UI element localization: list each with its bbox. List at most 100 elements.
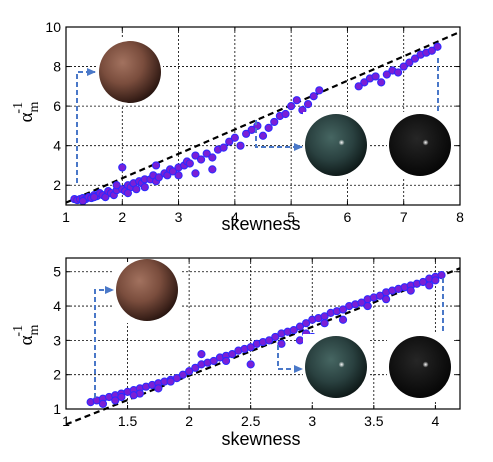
data-point (406, 286, 415, 295)
y-axis-label-superscript: -1 (11, 102, 26, 114)
y-axis-label: αm-1 (11, 101, 42, 122)
data-point (295, 336, 305, 345)
data-point (154, 173, 163, 182)
data-point (338, 315, 348, 324)
data-point (209, 356, 218, 366)
data-point (90, 192, 99, 202)
data-point (287, 102, 296, 111)
data-point (185, 367, 194, 376)
data-point (78, 196, 87, 206)
annotation-arrow (76, 68, 96, 183)
y-tick-label: 2 (53, 177, 61, 193)
data-point (117, 392, 126, 402)
data-point (375, 291, 385, 300)
data-point (399, 62, 408, 71)
data-point (219, 143, 228, 152)
annotation-arrow (277, 345, 303, 373)
data-point (309, 92, 318, 101)
svg-text:αm-1: αm-1 (11, 101, 42, 122)
y-axis-label-superscript: -1 (11, 325, 26, 337)
data-point (295, 322, 305, 331)
data-points (86, 271, 446, 408)
data-point (281, 109, 290, 119)
data-point (154, 384, 163, 393)
y-tick-label: 2 (53, 367, 61, 383)
data-point (230, 133, 239, 142)
data-point (270, 117, 279, 127)
x-tick-label: 3.5 (364, 413, 384, 429)
data-point (140, 183, 149, 192)
data-point (191, 363, 200, 372)
data-point (123, 189, 133, 198)
fit-line-segment (65, 30, 461, 204)
data-point (301, 319, 311, 328)
data-point (166, 377, 175, 386)
x-tick-label: 7 (400, 209, 408, 225)
matte-brown-sphere (97, 39, 163, 105)
x-axis-label: skewness (221, 429, 300, 449)
y-tick-label: 3 (53, 332, 61, 348)
x-axis-label: skewness (221, 214, 300, 234)
data-point (289, 325, 298, 335)
data-point (228, 349, 237, 359)
data-point (258, 131, 268, 140)
data-point (405, 58, 414, 67)
data-point (425, 281, 434, 290)
data-point (410, 54, 420, 63)
y-tick-label: 5 (53, 264, 61, 280)
data-point (98, 399, 108, 408)
data-point (320, 319, 329, 328)
svg-text:αm-1: αm-1 (11, 324, 42, 345)
x-tick-label: 8 (456, 209, 464, 225)
y-axis-label-symbol: α (16, 335, 37, 345)
data-point (225, 137, 234, 146)
fit-line (65, 30, 461, 204)
data-point (363, 301, 372, 311)
data-point (236, 141, 245, 150)
data-point (202, 149, 211, 158)
x-tick-label: 6 (344, 209, 352, 225)
data-point (174, 171, 183, 180)
data-point (242, 129, 251, 138)
y-tick-label: 1 (53, 401, 61, 417)
data-point (354, 82, 363, 91)
data-point (277, 339, 286, 348)
data-point (246, 360, 255, 369)
x-tick-label: 1.5 (118, 413, 138, 429)
tick-labels: 1 1.5 2 2.5 3 3.5 4 1 2 3 4 5 (53, 258, 460, 429)
data-point (298, 105, 307, 115)
y-tick-label: 6 (53, 98, 61, 114)
annotation-arrow (94, 286, 114, 398)
x-tick-label: 1 (62, 209, 70, 225)
plot-frame (65, 26, 461, 206)
data-point (371, 72, 380, 81)
glossy-dark-teal-sphere (303, 334, 369, 400)
glossy-black-sphere (387, 112, 453, 178)
y-axis-label-symbol: α (16, 112, 37, 122)
data-point (196, 155, 206, 164)
y-tick-label: 4 (53, 138, 61, 154)
data-point (111, 396, 120, 405)
y-tick-label: 8 (53, 59, 61, 75)
data-point (178, 370, 188, 379)
y-axis-label: αm-1 (11, 324, 42, 345)
data-point (185, 159, 194, 168)
x-tick-label: 2 (185, 413, 193, 429)
y-axis-label-subscript: m (27, 101, 42, 112)
sphere-annotations (76, 39, 453, 183)
data-point (271, 332, 280, 342)
data-point (427, 46, 436, 55)
data-point (418, 277, 428, 287)
data-point (433, 42, 442, 51)
x-tick-label: 3 (308, 413, 316, 429)
data-point (315, 86, 324, 95)
sphere-annotations (94, 257, 453, 400)
data-point (118, 163, 127, 172)
data-point (191, 169, 200, 178)
x-tick-label: 2.5 (241, 413, 261, 429)
data-points (70, 42, 442, 206)
data-point (132, 185, 141, 194)
